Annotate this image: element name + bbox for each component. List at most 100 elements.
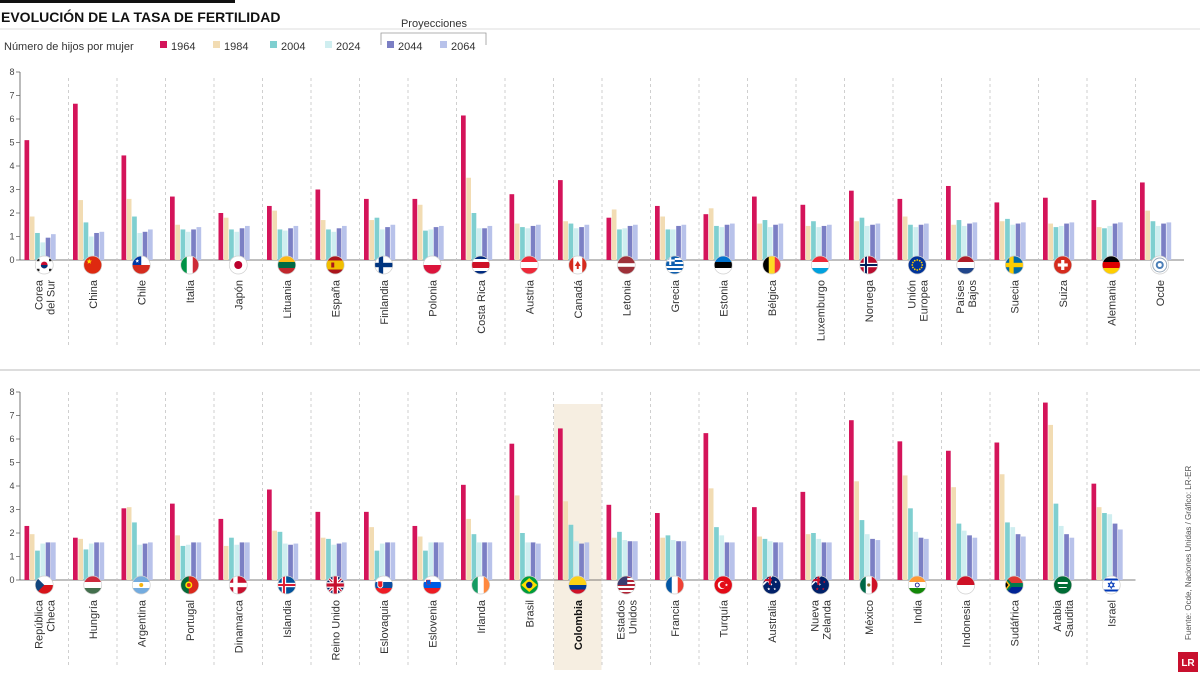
country-label: Ocde <box>1155 280 1167 306</box>
y-tick-label: 4 <box>9 481 14 491</box>
bar-mexico-1984 <box>854 481 859 580</box>
bar-brazil-2044 <box>530 542 536 580</box>
bar-eu-2064 <box>924 223 929 260</box>
bar-germany-2064 <box>1118 222 1123 260</box>
bar-denmark-2064 <box>245 542 250 580</box>
bar-china-2044 <box>94 232 99 260</box>
bar-netherlands-2024 <box>961 225 967 260</box>
bar-saudi-arabia-2004 <box>1053 503 1059 581</box>
bar-italy-2024 <box>185 231 191 260</box>
bar-new-zealand-2044 <box>821 542 827 580</box>
bar-lithuania-1984 <box>272 210 277 260</box>
country-label: Europea <box>918 279 930 321</box>
bar-lithuania-2044 <box>288 228 293 261</box>
bar-argentina-1984 <box>126 507 132 580</box>
bar-estonia-2064 <box>730 223 735 260</box>
bar-south-korea-2064 <box>51 234 56 260</box>
bar-israel-2044 <box>1112 523 1118 580</box>
country-label: Zelanda <box>821 599 833 640</box>
y-tick-label: 7 <box>9 411 14 421</box>
y-tick-label: 4 <box>9 161 14 171</box>
bar-brazil-2024 <box>525 542 531 580</box>
country-label: Hungría <box>88 599 100 639</box>
bar-hungary-2064 <box>99 542 105 580</box>
bar-czech-2064 <box>51 542 56 580</box>
country-label: Israel <box>1106 600 1118 627</box>
bar-south-korea-2004 <box>35 232 40 260</box>
flag-netherlands <box>956 256 975 274</box>
bar-saudi-arabia-2044 <box>1064 534 1069 580</box>
bar-czech-2004 <box>35 550 40 581</box>
country-label: México <box>864 600 876 635</box>
country-label: Austria <box>524 279 536 314</box>
y-tick-label: 2 <box>9 208 14 218</box>
flag-lithuania <box>277 256 296 274</box>
bar-south-africa-1964 <box>994 442 1000 580</box>
bar-japan-2044 <box>239 228 245 261</box>
flag-germany <box>1102 256 1121 274</box>
bar-slovakia-2044 <box>385 542 390 580</box>
bar-new-zealand-2024 <box>816 538 822 581</box>
bar-japan-2004 <box>229 229 234 260</box>
legend-label-1984: 1984 <box>224 41 248 53</box>
bar-brazil-2004 <box>520 533 525 580</box>
bar-switzerland-2044 <box>1064 223 1069 260</box>
flag-austria <box>520 256 539 274</box>
bar-slovenia-2004 <box>423 550 428 581</box>
bar-israel-2064 <box>1118 529 1123 580</box>
bar-iceland-2064 <box>293 543 299 581</box>
bar-france-1964 <box>655 513 660 580</box>
bar-argentina-2004 <box>132 522 137 580</box>
bar-spain-1964 <box>315 189 321 260</box>
country-label: Unidos <box>627 600 639 635</box>
country-label: Polonia <box>427 279 439 317</box>
bar-denmark-2024 <box>234 544 240 580</box>
bar-india-2004 <box>908 508 913 580</box>
country-label: Estados <box>615 600 627 640</box>
bar-denmark-2044 <box>239 542 245 580</box>
bar-brazil-2064 <box>536 543 541 581</box>
bar-argentina-2064 <box>148 542 153 580</box>
bar-estonia-2044 <box>724 224 730 260</box>
legend-swatch-1964 <box>160 41 167 48</box>
flag-israel <box>1102 576 1121 594</box>
bar-latvia-2004 <box>617 229 622 260</box>
country-label: Irlanda <box>476 599 488 634</box>
bar-greece-1984 <box>660 216 665 261</box>
legend: 1964 1984 2004 2024 2044 2064 <box>160 41 475 53</box>
bar-portugal-2044 <box>191 542 196 580</box>
flag-uk <box>326 576 345 594</box>
flag-canada <box>568 256 587 274</box>
country-label: Japón <box>233 280 245 310</box>
bar-hungary-1964 <box>73 537 78 580</box>
flag-ireland <box>471 576 490 594</box>
flag-brazil <box>520 576 539 594</box>
title-rule <box>0 0 235 3</box>
country-label: Letonia <box>621 279 633 316</box>
bar-argentina-1964 <box>121 508 127 580</box>
country-label: China <box>88 279 100 309</box>
flag-turkey <box>714 576 733 594</box>
bar-greece-2004 <box>665 229 671 260</box>
bar-iceland-2004 <box>277 531 283 580</box>
bar-india-1984 <box>902 475 908 581</box>
bar-sweden-2024 <box>1010 224 1016 260</box>
bar-netherlands-2044 <box>967 223 972 260</box>
y-tick-label: 0 <box>9 255 14 265</box>
y-tick-label: 7 <box>9 91 14 101</box>
bar-canada-1964 <box>558 180 563 260</box>
bar-canada-2024 <box>573 228 579 261</box>
flag-switzerland <box>1053 256 1072 274</box>
bar-portugal-2024 <box>185 544 191 580</box>
bar-netherlands-1964 <box>946 185 951 260</box>
y-tick-label: 3 <box>9 185 14 195</box>
bar-china-2024 <box>88 236 94 260</box>
bar-slovakia-2064 <box>390 542 396 580</box>
bar-norway-1964 <box>849 190 854 261</box>
bar-colombia-2044 <box>579 543 584 581</box>
country-label: Alemania <box>1106 279 1118 326</box>
bar-hungary-2024 <box>88 543 94 581</box>
flag-latvia <box>617 256 636 274</box>
bar-japan-2024 <box>234 231 240 260</box>
bar-spain-1984 <box>320 220 326 260</box>
